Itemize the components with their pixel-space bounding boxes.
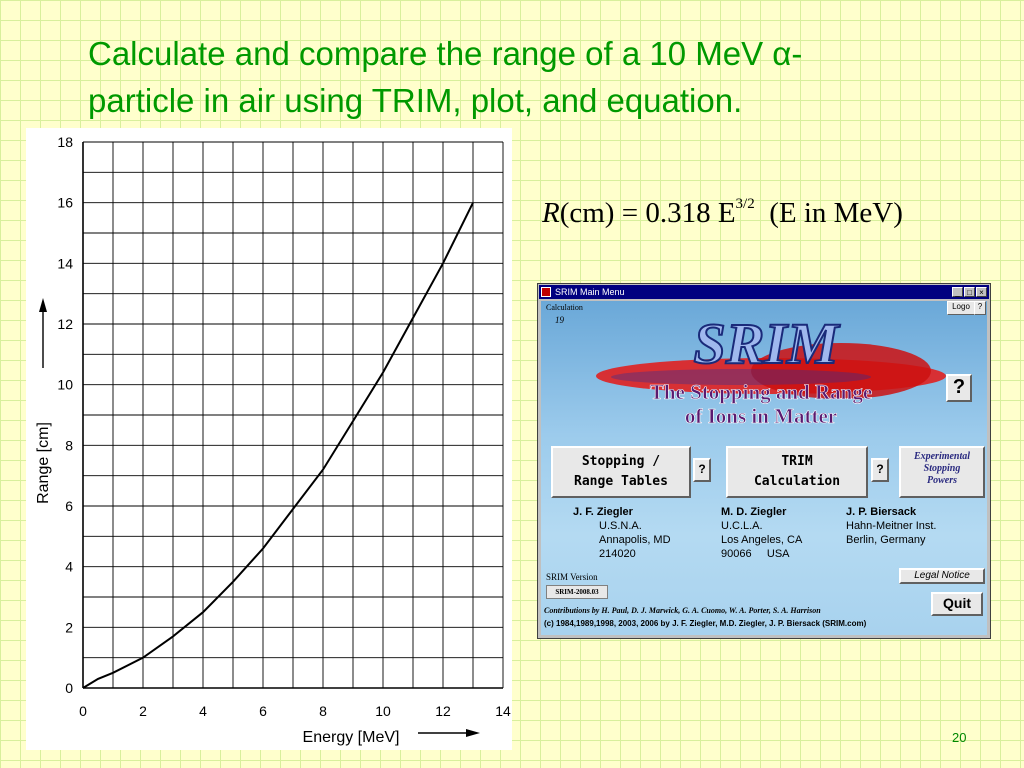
equation-rhs: = 0.318 E bbox=[621, 197, 736, 229]
equation-exponent: 3/2 bbox=[735, 196, 755, 212]
x-tick-label: 14 bbox=[495, 703, 511, 719]
y-tick-label: 10 bbox=[57, 377, 73, 393]
y-tick-label: 12 bbox=[57, 316, 73, 332]
experimental-line-3: Powers bbox=[927, 475, 957, 486]
logo-button[interactable]: Logo bbox=[947, 301, 975, 315]
srim-client-area: SRIM The Stopping and Range of Ions in M… bbox=[541, 301, 987, 635]
window-titlebar[interactable]: SRIM Main Menu _ □ × bbox=[539, 285, 989, 299]
author-block-jf-ziegler: J. F. Ziegler U.S.N.A. Annapolis, MD 214… bbox=[573, 505, 671, 561]
author-block-jp-biersack: J. P. Biersack Hahn-Meitner Inst. Berlin… bbox=[846, 505, 936, 547]
trim-button-line-2: Calculation bbox=[753, 474, 841, 489]
y-tick-label: 16 bbox=[57, 195, 73, 211]
trim-button-line-1: TRIM bbox=[781, 454, 813, 469]
author-name: J. F. Ziegler bbox=[573, 506, 633, 518]
logo-help-button[interactable]: ? bbox=[974, 301, 986, 315]
srim-app-icon bbox=[541, 287, 551, 297]
calculation-number: 19 bbox=[555, 315, 564, 325]
window-title: SRIM Main Menu bbox=[555, 287, 625, 297]
x-tick-label: 6 bbox=[259, 703, 267, 719]
author-line-3: 90066 USA bbox=[721, 548, 790, 560]
author-block-md-ziegler: M. D. Ziegler U.C.L.A. Los Angeles, CA 9… bbox=[721, 505, 802, 561]
contributions-text: Contributions by H. Paul, D. J. Marwick,… bbox=[544, 606, 821, 615]
srim-version-value: SRIM-2008.03 bbox=[546, 585, 608, 599]
calculation-label: Calculation bbox=[546, 303, 583, 312]
help-button[interactable]: ? bbox=[946, 374, 972, 402]
x-tick-label: 10 bbox=[375, 703, 391, 719]
srim-logo-graphic: SRIM The Stopping and Range of Ions in M… bbox=[596, 310, 946, 428]
x-tick-label: 4 bbox=[199, 703, 207, 719]
experimental-line-1: Experimental bbox=[913, 451, 971, 462]
experimental-stopping-powers-button[interactable]: Experimental Stopping Powers bbox=[899, 446, 985, 498]
author-line-1: Hahn-Meitner Inst. bbox=[846, 520, 937, 532]
range-equation: R(cm) = 0.318 E3/2 (E in MeV) bbox=[542, 196, 903, 230]
author-line-2: Annapolis, MD bbox=[599, 534, 671, 546]
author-line-2: Los Angeles, CA bbox=[721, 534, 803, 546]
trim-help-button[interactable]: ? bbox=[871, 458, 889, 482]
x-axis-label: Energy [MeV] bbox=[303, 729, 400, 746]
range-energy-plot: 0 2 4 6 8 10 12 14 16 18 0 2 4 6 8 10 12 14 Range [cm] E… bbox=[26, 128, 512, 750]
x-tick-label: 8 bbox=[319, 703, 327, 719]
y-tick-label: 6 bbox=[65, 498, 73, 514]
copyright-text: (c) 1984,1989,1998, 2003, 2006 by J. F. … bbox=[544, 619, 867, 628]
author-name: J. P. Biersack bbox=[846, 506, 917, 518]
x-tick-label: 0 bbox=[79, 703, 87, 719]
author-line-1: U.S.N.A. bbox=[599, 520, 642, 532]
y-tick-label: 18 bbox=[57, 134, 73, 150]
title-line-1: Calculate and compare the range of a 10 … bbox=[88, 35, 803, 72]
stopping-button-line-2: Range Tables bbox=[574, 474, 668, 489]
slide-title: Calculate and compare the range of a 10 … bbox=[88, 30, 988, 124]
equation-lhs-var: R bbox=[542, 197, 560, 229]
x-tick-label: 2 bbox=[139, 703, 147, 719]
y-axis-arrow bbox=[39, 298, 47, 368]
y-tick-label: 14 bbox=[57, 255, 73, 271]
title-line-2: particle in air using TRIM, plot, and eq… bbox=[88, 82, 743, 119]
equation-lhs-unit: (cm) bbox=[559, 197, 615, 229]
minimize-button[interactable]: _ bbox=[952, 287, 963, 297]
y-tick-label: 8 bbox=[65, 437, 73, 453]
stopping-button-line-1: Stopping / bbox=[581, 454, 661, 469]
srim-version-label: SRIM Version bbox=[546, 572, 598, 582]
stopping-help-button[interactable]: ? bbox=[693, 458, 711, 482]
author-line-2: Berlin, Germany bbox=[846, 534, 926, 546]
close-button[interactable]: × bbox=[976, 287, 987, 297]
srim-main-window: SRIM Main Menu _ □ × SRIM The Stopping a… bbox=[537, 283, 991, 639]
plot-svg: 0 2 4 6 8 10 12 14 16 18 0 2 4 6 8 10 12 14 Range [cm] E… bbox=[35, 134, 511, 746]
y-tick-label: 4 bbox=[65, 559, 73, 575]
maximize-button[interactable]: □ bbox=[964, 287, 975, 297]
trim-calculation-button[interactable]: TRIM Calculation bbox=[726, 446, 868, 498]
equation-note: (E in MeV) bbox=[769, 197, 903, 229]
page-number: 20 bbox=[952, 730, 967, 745]
author-line-3: 214020 bbox=[599, 548, 636, 560]
tagline-line-1: The Stopping and Range bbox=[650, 380, 872, 404]
tagline-line-2: of Ions in Matter bbox=[685, 404, 837, 428]
range-curve bbox=[82, 202, 474, 689]
y-tick-label: 2 bbox=[65, 619, 73, 635]
quit-button[interactable]: Quit bbox=[931, 592, 983, 616]
y-axis-label: Range [cm] bbox=[35, 422, 52, 504]
x-tick-label: 12 bbox=[435, 703, 451, 719]
srim-logo-text: SRIM bbox=[693, 311, 841, 376]
experimental-line-2: Stopping bbox=[923, 463, 961, 474]
legal-notice-button[interactable]: Legal Notice bbox=[899, 568, 985, 584]
author-line-1: U.C.L.A. bbox=[721, 520, 763, 532]
x-axis-arrow bbox=[418, 729, 480, 737]
stopping-range-tables-button[interactable]: Stopping / Range Tables bbox=[551, 446, 691, 498]
y-tick-label: 0 bbox=[65, 680, 73, 696]
author-name: M. D. Ziegler bbox=[721, 506, 787, 518]
